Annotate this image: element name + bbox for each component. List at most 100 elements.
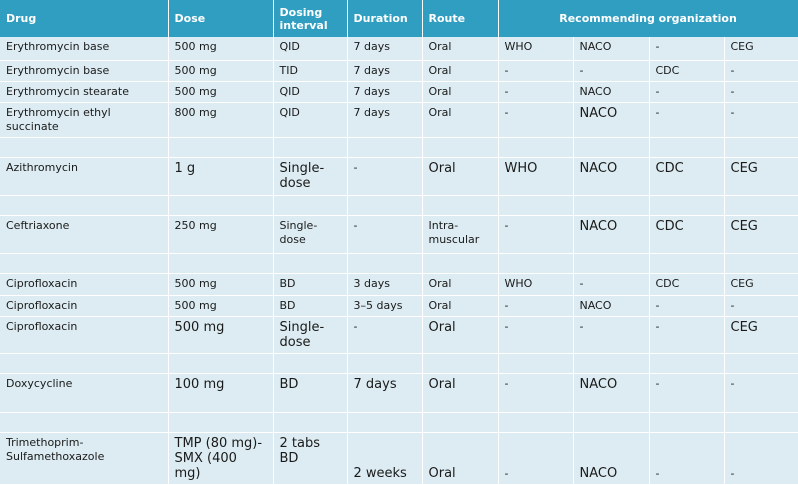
cell-org-ceg: -: [724, 81, 798, 103]
cell-interval: Single-dose: [273, 215, 348, 254]
cell-org-cdc: -: [649, 295, 725, 317]
cell-org-who: -: [498, 316, 574, 354]
cell-duration: 7 days: [347, 37, 423, 61]
cell-org-who: -: [498, 373, 574, 413]
cell-duration: 3–5 days: [347, 295, 423, 317]
cell-duration: 7 days: [347, 373, 423, 413]
cell-org-naco: NACO: [573, 102, 650, 138]
cell-org-cdc: -: [649, 373, 725, 413]
cell-dose: 500 mg: [168, 295, 274, 317]
table-row: Ceftriaxone 250 mg Single-dose - Intra-m…: [0, 215, 798, 254]
cell-route: Oral: [422, 432, 499, 485]
cell-duration: 7 days: [347, 81, 423, 103]
cell-dose: TMP (80 mg)-SMX (400 mg): [168, 432, 274, 485]
cell-org-naco: NACO: [573, 81, 650, 103]
cell-interval: BD: [273, 373, 348, 413]
cell-org-who: -: [498, 295, 574, 317]
cell-route: Oral: [422, 273, 499, 296]
table-row: Erythromycin ethyl succinate 800 mg QID …: [0, 102, 798, 138]
cell-org-cdc: CDC: [649, 157, 725, 196]
cell-interval: TID: [273, 60, 348, 82]
cell-org-naco: -: [573, 316, 650, 354]
cell-org-who: -: [498, 215, 574, 254]
cell-dose: 500 mg: [168, 81, 274, 103]
cell-org-ceg: -: [724, 373, 798, 413]
cell-duration: 2 weeks: [347, 432, 423, 485]
table-row: Erythromycin base 500 mg QID 7 days Oral…: [0, 37, 798, 61]
cell-org-ceg: -: [724, 60, 798, 82]
cell-drug: Erythromycin stearate: [0, 81, 169, 103]
cell-duration: -: [347, 215, 423, 254]
cell-dose: 500 mg: [168, 273, 274, 296]
cell-drug: Erythromycin base: [0, 60, 169, 82]
cell-interval: Single-dose: [273, 157, 348, 196]
spacer-row: [0, 137, 798, 158]
table-row: Ciprofloxacin 500 mg BD 3 days Oral WHO …: [0, 273, 798, 296]
cell-org-ceg: CEG: [724, 273, 798, 296]
cell-org-naco: NACO: [573, 37, 650, 61]
cell-drug: Ciprofloxacin: [0, 316, 169, 354]
spacer-row: [0, 253, 798, 274]
cell-org-naco: NACO: [573, 157, 650, 196]
cell-org-ceg: -: [724, 295, 798, 317]
cell-drug: Ciprofloxacin: [0, 273, 169, 296]
cell-duration: 7 days: [347, 60, 423, 82]
cell-drug: Erythromycin base: [0, 37, 169, 61]
cell-dose: 100 mg: [168, 373, 274, 413]
cell-route: Oral: [422, 157, 499, 196]
cell-dose: 1 g: [168, 157, 274, 196]
cell-route: Oral: [422, 295, 499, 317]
cell-org-cdc: -: [649, 316, 725, 354]
table-row: Erythromycin base 500 mg TID 7 days Oral…: [0, 60, 798, 82]
cell-org-cdc: -: [649, 432, 725, 485]
spacer-row: [0, 195, 798, 216]
header-organization: Recommending organization: [498, 0, 798, 37]
cell-duration: -: [347, 157, 423, 196]
cell-org-naco: -: [573, 273, 650, 296]
spacer-row: [0, 353, 798, 374]
cell-interval: QID: [273, 102, 348, 138]
cell-drug: Ciprofloxacin: [0, 295, 169, 317]
cell-duration: -: [347, 316, 423, 354]
cell-route: Oral: [422, 81, 499, 103]
header-row: Drug Dose Dosing interval Duration Route…: [0, 0, 798, 37]
table-row: Erythromycin stearate 500 mg QID 7 days …: [0, 81, 798, 103]
table-row: Azithromycin 1 g Single-dose - Oral WHO …: [0, 157, 798, 196]
cell-org-cdc: -: [649, 81, 725, 103]
cell-route: Oral: [422, 102, 499, 138]
cell-route: Intra-muscular: [422, 215, 499, 254]
cell-org-naco: NACO: [573, 432, 650, 485]
cell-dose: 500 mg: [168, 60, 274, 82]
table-row: Ciprofloxacin 500 mg Single-dose - Oral …: [0, 316, 798, 354]
cell-org-ceg: -: [724, 102, 798, 138]
header-duration: Duration: [347, 0, 423, 37]
cell-drug: Ceftriaxone: [0, 215, 169, 254]
cell-drug: Azithromycin: [0, 157, 169, 196]
cell-interval: Single-dose: [273, 316, 348, 354]
header-interval: Dosing interval: [273, 0, 348, 37]
cell-interval: BD: [273, 273, 348, 296]
cell-org-who: -: [498, 60, 574, 82]
cell-interval: BD: [273, 295, 348, 317]
cell-org-cdc: -: [649, 102, 725, 138]
table-row: Ciprofloxacin 500 mg BD 3–5 days Oral - …: [0, 295, 798, 317]
table-row: Trimethoprim-Sulfamethoxazole TMP (80 mg…: [0, 432, 798, 485]
table-row: Doxycycline 100 mg BD 7 days Oral - NACO…: [0, 373, 798, 413]
cell-org-who: -: [498, 81, 574, 103]
cell-org-ceg: -: [724, 432, 798, 485]
cell-org-who: -: [498, 432, 574, 485]
cell-org-who: WHO: [498, 157, 574, 196]
cell-dose: 500 mg: [168, 37, 274, 61]
cell-org-cdc: -: [649, 37, 725, 61]
cell-org-who: -: [498, 102, 574, 138]
cell-duration: 7 days: [347, 102, 423, 138]
cell-org-ceg: CEG: [724, 37, 798, 61]
cell-dose: 250 mg: [168, 215, 274, 254]
cell-interval: 2 tabs BD: [273, 432, 348, 485]
cell-org-naco: NACO: [573, 373, 650, 413]
cell-route: Oral: [422, 373, 499, 413]
cell-org-ceg: CEG: [724, 215, 798, 254]
cell-org-ceg: CEG: [724, 157, 798, 196]
cell-drug: Doxycycline: [0, 373, 169, 413]
